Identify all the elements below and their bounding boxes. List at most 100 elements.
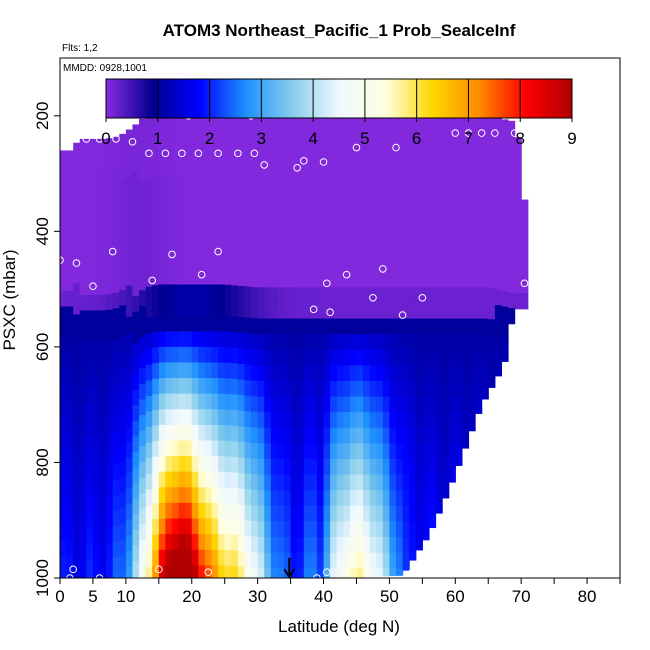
heat-cell xyxy=(178,331,186,348)
heat-cell xyxy=(349,349,358,366)
heat-cell xyxy=(60,290,68,308)
heat-cell xyxy=(257,458,265,476)
heat-cell xyxy=(264,365,272,382)
heat-cell xyxy=(218,534,226,551)
heat-cell xyxy=(376,115,384,132)
heat-cell xyxy=(290,536,298,554)
heat-cell xyxy=(297,302,305,320)
heat-cell xyxy=(60,384,68,401)
heat-cell xyxy=(139,430,147,447)
heat-cell xyxy=(475,178,483,195)
heat-cell xyxy=(448,178,456,195)
heat-cell xyxy=(501,166,509,183)
observation-point xyxy=(510,129,519,137)
heat-cell xyxy=(145,239,153,257)
heat-cell xyxy=(508,136,516,153)
heat-cell xyxy=(79,326,87,343)
heat-cell xyxy=(389,318,397,335)
heat-cell xyxy=(264,271,272,288)
heat-cell xyxy=(224,159,232,177)
heat-cell xyxy=(112,199,120,216)
heat-cell xyxy=(343,443,351,460)
heat-cell xyxy=(330,334,338,351)
heat-cell xyxy=(290,146,298,164)
heat-cell xyxy=(92,263,101,280)
heat-cell xyxy=(356,474,364,491)
heat-cell xyxy=(86,216,94,234)
heat-cell xyxy=(415,224,423,242)
heat-cell xyxy=(396,318,404,335)
heat-cell xyxy=(73,501,81,518)
heat-cell xyxy=(376,162,384,179)
heat-cell xyxy=(501,212,509,230)
heat-cell xyxy=(66,322,74,339)
heat-cell xyxy=(297,240,305,257)
heat-cell xyxy=(198,362,206,379)
heat-cell xyxy=(191,471,199,488)
heat-cell xyxy=(244,411,252,428)
heat-cell xyxy=(112,230,120,247)
heat-cell xyxy=(323,256,331,273)
heat-cell xyxy=(284,302,292,320)
heat-cell xyxy=(376,131,384,148)
heat-cell xyxy=(402,256,410,273)
heat-cell xyxy=(415,302,423,320)
heat-cell xyxy=(488,147,496,164)
observation-point xyxy=(477,129,486,137)
heat-cell xyxy=(303,224,311,242)
heat-cell xyxy=(60,150,68,167)
heat-cell xyxy=(428,396,437,413)
heat-cell xyxy=(158,471,167,488)
heat-cell xyxy=(508,152,516,169)
heat-cell xyxy=(119,305,127,322)
heat-cell xyxy=(145,520,153,537)
heat-cell xyxy=(191,518,199,535)
x-tick-label: 20 xyxy=(182,587,201,606)
heat-cell xyxy=(211,253,219,270)
heat-cell xyxy=(264,131,272,148)
heat-cell xyxy=(191,440,199,457)
heat-cell xyxy=(396,552,404,569)
heat-cell xyxy=(402,287,410,304)
heat-cell xyxy=(231,456,239,474)
heat-cell xyxy=(106,294,114,311)
heat-cell xyxy=(402,146,410,164)
heat-cell xyxy=(442,178,450,195)
heat-cell xyxy=(178,393,186,410)
heat-cell xyxy=(224,362,232,379)
heat-cell xyxy=(73,329,81,347)
heat-cell xyxy=(316,443,325,460)
heat-cell xyxy=(461,396,470,413)
heat-cell xyxy=(363,365,371,382)
heat-cell xyxy=(172,502,180,520)
heat-cell xyxy=(86,232,94,249)
heat-cell xyxy=(435,178,443,195)
heat-cell xyxy=(303,287,311,304)
heat-cell xyxy=(244,192,252,210)
heat-cell xyxy=(494,351,503,369)
heat-cell xyxy=(349,427,358,444)
heat-cell xyxy=(66,524,74,542)
heat-cell xyxy=(152,238,160,255)
heat-cell xyxy=(356,318,364,335)
heat-cell xyxy=(323,318,331,335)
observation-point xyxy=(128,137,137,146)
heat-cell xyxy=(237,223,246,240)
heat-cell xyxy=(251,489,259,507)
heat-cell xyxy=(382,536,391,554)
x-tick-label: 40 xyxy=(314,587,333,606)
heat-cell xyxy=(264,490,272,507)
heat-cell xyxy=(73,345,81,362)
heat-cell xyxy=(336,396,344,413)
heat-cell xyxy=(218,253,226,270)
heat-cell xyxy=(481,318,489,335)
heat-cell xyxy=(389,380,397,398)
heat-cell xyxy=(303,443,311,460)
heat-cell xyxy=(178,159,186,176)
heat-cell xyxy=(415,380,423,398)
heat-cell xyxy=(158,159,167,176)
heat-cell xyxy=(224,237,232,255)
heat-cell xyxy=(310,334,318,351)
heat-cell xyxy=(356,505,364,522)
heat-cell xyxy=(323,162,331,179)
